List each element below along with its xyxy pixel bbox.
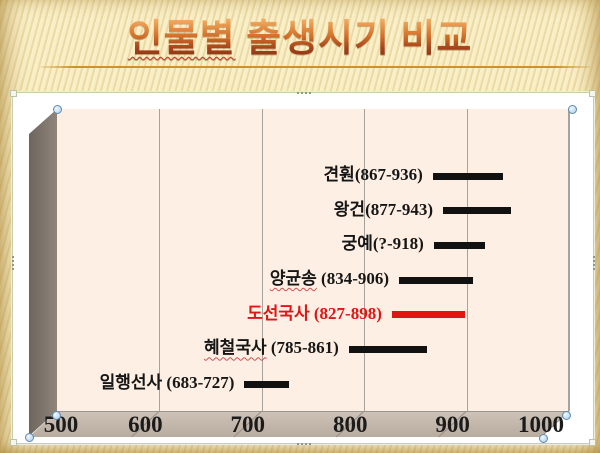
plot-left-wall (29, 109, 57, 436)
move-handle-dots-right[interactable] (590, 251, 597, 275)
x-tick-label-800: 800 (332, 412, 368, 437)
series-label-6: 혜철국사 (785-861) (204, 337, 339, 359)
x-tick-label-700: 700 (230, 412, 266, 437)
gridline-800 (364, 109, 366, 411)
title-word-misspelled: 인물별 (127, 18, 236, 60)
timeline-bar-6[interactable] (348, 345, 427, 353)
gridline-600 (159, 109, 161, 411)
x-tick-label-900: 900 (435, 412, 470, 437)
series-label-5: 도선국사 (827-898) (247, 303, 382, 325)
series-name: 혜철국사 (204, 338, 267, 358)
series-name: 도선국사 (247, 303, 310, 323)
series-name: 왕건 (333, 199, 366, 219)
series-years: (834-906) (316, 269, 390, 288)
timeline-bar-7[interactable] (244, 380, 290, 388)
gridline-900 (466, 109, 468, 411)
plot-area[interactable] (57, 109, 570, 411)
resize-handle-bottom-right-face[interactable] (562, 411, 571, 420)
plot-3d-chrome (29, 109, 570, 438)
series-name: 일행선사 (99, 373, 163, 392)
x-tick-label-600: 600 (128, 412, 163, 437)
frame-corner-mark[interactable] (10, 439, 17, 446)
title-rest: 출생시기 비교 (235, 18, 473, 60)
series-label-7: 일행선사 (683-727) (100, 372, 235, 394)
plot-floor (29, 411, 569, 437)
series-years: (683-727) (162, 373, 235, 392)
timeline-bar-1[interactable] (432, 172, 504, 180)
move-handle-dots-bottom[interactable] (292, 440, 316, 447)
series-years: (867-936) (354, 165, 423, 184)
series-name: 궁예 (341, 234, 373, 254)
move-handle-dots-left[interactable] (9, 251, 16, 275)
x-tick-label-500: 500 (43, 412, 79, 437)
resize-handle-bottom-left-floor[interactable] (25, 433, 34, 442)
frame-corner-mark[interactable] (589, 90, 596, 97)
timeline-bar-5[interactable] (391, 311, 465, 319)
series-years: (827-898) (309, 303, 382, 323)
plot-baseline (57, 411, 569, 412)
series-name: 견훤 (323, 165, 355, 184)
series-label-1: 견훤(867-936) (324, 164, 423, 186)
frame-corner-mark[interactable] (589, 439, 596, 446)
timeline-bar-3[interactable] (433, 241, 486, 249)
move-handle-dots-top[interactable] (292, 89, 316, 96)
slide-title: 인물별 출생시기 비교 (0, 16, 600, 62)
chart-object-frame[interactable]: 견훤(867-936) 왕건(877-943) 궁예(?-918) 양균송 (834-… (9, 89, 597, 447)
gridline-700 (261, 109, 263, 411)
frame-corner-mark[interactable] (10, 90, 17, 97)
series-label-2: 왕건(877-943) (334, 199, 433, 221)
timeline-bar-2[interactable] (443, 207, 511, 215)
series-years: (877-943) (365, 199, 434, 219)
resize-handle-top-left[interactable] (53, 105, 62, 114)
resize-handle-bottom-right-floor[interactable] (539, 434, 548, 443)
resize-handle-top-right[interactable] (568, 105, 577, 114)
title-underline-rule (40, 66, 590, 68)
x-tick-label-1000: 1000 (518, 412, 564, 437)
series-label-4: 양균송 (834-906) (270, 268, 389, 290)
series-name: 양균송 (269, 269, 317, 288)
floor-tick-bevels (131, 410, 570, 438)
timeline-bar-4[interactable] (399, 276, 473, 284)
series-years: (785-861) (266, 338, 339, 358)
resize-handle-bottom-left-face[interactable] (52, 411, 61, 420)
gridline-1000 (569, 109, 570, 411)
series-years: (?-918) (372, 234, 424, 254)
series-label-3: 궁예(?-918) (342, 233, 424, 255)
